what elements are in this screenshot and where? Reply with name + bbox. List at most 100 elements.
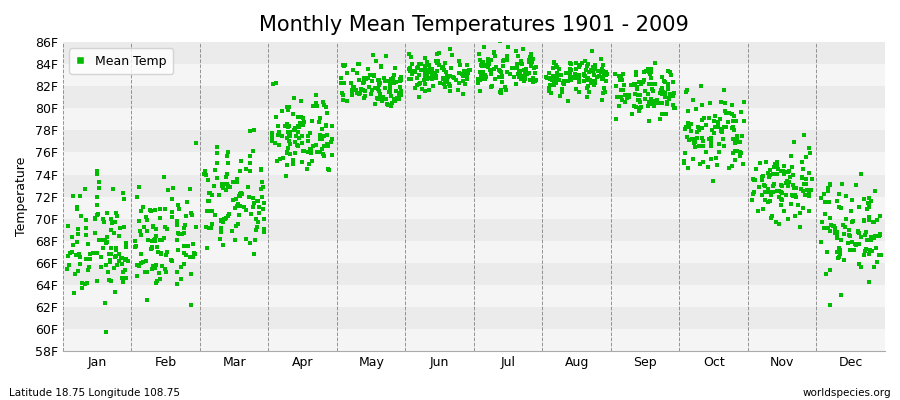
Point bbox=[102, 276, 116, 283]
Point bbox=[622, 92, 636, 98]
Point bbox=[246, 194, 260, 201]
Point bbox=[471, 78, 485, 84]
Bar bbox=[63, 241, 885, 263]
Point bbox=[256, 184, 270, 190]
Point bbox=[678, 126, 692, 132]
Point bbox=[779, 192, 794, 198]
Point bbox=[488, 53, 502, 60]
Point bbox=[71, 226, 86, 232]
Point bbox=[763, 192, 778, 198]
Point bbox=[66, 193, 80, 199]
Point bbox=[275, 108, 290, 114]
Point bbox=[786, 193, 800, 200]
Point bbox=[220, 181, 234, 187]
Point bbox=[78, 225, 93, 231]
Point bbox=[590, 74, 604, 80]
Point bbox=[367, 72, 382, 78]
Point bbox=[775, 183, 789, 189]
Point bbox=[655, 100, 670, 107]
Point bbox=[860, 236, 874, 243]
Point bbox=[251, 218, 266, 225]
Point bbox=[446, 52, 460, 58]
Point bbox=[112, 258, 126, 264]
Point bbox=[89, 278, 104, 284]
Point bbox=[346, 84, 361, 90]
Point bbox=[832, 204, 846, 211]
Point bbox=[698, 149, 713, 156]
Point bbox=[680, 164, 695, 171]
Point bbox=[119, 256, 133, 262]
Point bbox=[572, 78, 586, 85]
Point bbox=[619, 94, 634, 101]
Point bbox=[726, 124, 741, 130]
Point bbox=[763, 172, 778, 178]
Point bbox=[365, 78, 380, 84]
Point bbox=[140, 216, 154, 223]
Point bbox=[617, 98, 632, 105]
Point bbox=[364, 78, 379, 84]
Point bbox=[104, 277, 118, 284]
Point bbox=[524, 55, 538, 62]
Point bbox=[374, 95, 389, 102]
Point bbox=[500, 57, 514, 63]
Point bbox=[734, 108, 748, 115]
Point bbox=[715, 126, 729, 132]
Point bbox=[495, 74, 509, 80]
Point bbox=[830, 198, 844, 204]
Point bbox=[402, 50, 417, 57]
Point bbox=[692, 142, 706, 149]
Point bbox=[758, 197, 772, 203]
Point bbox=[776, 168, 790, 174]
Point bbox=[832, 244, 846, 251]
Point bbox=[542, 85, 556, 91]
Point bbox=[873, 232, 887, 238]
Point bbox=[645, 81, 660, 87]
Point bbox=[644, 66, 659, 72]
Point bbox=[821, 225, 835, 232]
Point bbox=[802, 190, 816, 197]
Point bbox=[428, 70, 442, 76]
Point bbox=[844, 208, 859, 214]
Point bbox=[290, 142, 304, 148]
Point bbox=[768, 161, 782, 168]
Point bbox=[867, 264, 881, 270]
Point bbox=[256, 206, 271, 212]
Point bbox=[706, 178, 720, 185]
Point bbox=[309, 100, 323, 106]
Point bbox=[596, 62, 610, 68]
Point bbox=[630, 84, 644, 90]
Point bbox=[90, 202, 104, 208]
Point bbox=[714, 128, 728, 134]
Point bbox=[283, 133, 297, 140]
Point bbox=[629, 69, 643, 76]
Point bbox=[210, 150, 224, 156]
Point bbox=[181, 243, 195, 250]
Point bbox=[169, 218, 184, 224]
Point bbox=[755, 192, 770, 198]
Point bbox=[420, 73, 435, 79]
Point bbox=[460, 72, 474, 78]
Point bbox=[648, 81, 662, 87]
Point bbox=[217, 216, 231, 222]
Point bbox=[356, 79, 370, 86]
Point bbox=[472, 69, 487, 76]
Point bbox=[413, 80, 428, 86]
Point bbox=[149, 226, 164, 232]
Point bbox=[861, 200, 876, 206]
Point bbox=[779, 180, 794, 186]
Point bbox=[358, 88, 373, 94]
Point bbox=[827, 225, 842, 231]
Point bbox=[402, 66, 417, 72]
Point bbox=[847, 247, 861, 254]
Point bbox=[666, 102, 680, 108]
Point bbox=[291, 114, 305, 120]
Point bbox=[213, 218, 228, 224]
Point bbox=[518, 76, 532, 82]
Point bbox=[410, 64, 425, 70]
Point bbox=[68, 252, 83, 258]
Point bbox=[294, 133, 309, 139]
Point bbox=[339, 98, 354, 104]
Point bbox=[638, 68, 652, 74]
Point bbox=[588, 79, 602, 85]
Point bbox=[636, 69, 651, 75]
